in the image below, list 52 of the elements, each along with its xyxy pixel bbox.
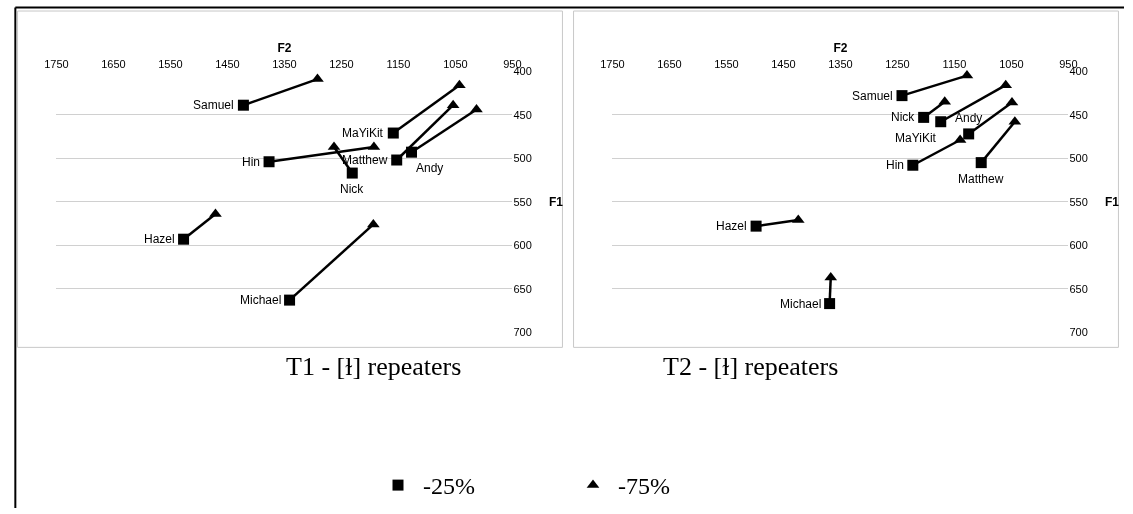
- x-tick-label: 1750: [44, 58, 69, 71]
- x-axis-title: F2: [833, 41, 848, 56]
- annotation: Andy: [955, 111, 983, 125]
- annotation: MaYiKit: [342, 126, 384, 140]
- y-tick-label: 700: [1069, 326, 1088, 339]
- y-tick-label: 550: [1069, 195, 1088, 208]
- annotation: Michael: [780, 297, 822, 311]
- annotation: Matthew: [342, 153, 388, 167]
- legend-label: -75%: [618, 473, 670, 500]
- annotation: Hazel: [144, 232, 175, 246]
- x-axis-title: F2: [277, 41, 292, 56]
- x-tick-label: 1650: [657, 58, 682, 71]
- x-tick-label: 1750: [600, 58, 625, 71]
- x-tick-label: 1150: [942, 58, 967, 71]
- y-tick-label: 450: [1069, 108, 1088, 121]
- y-tick-label: 650: [1069, 282, 1088, 295]
- y-tick-label: 500: [513, 152, 532, 165]
- x-tick-label: 1450: [215, 58, 240, 71]
- y-tick-label: 500: [1069, 152, 1088, 165]
- annotation: MaYiKit: [895, 131, 937, 145]
- y-tick-label: 550: [513, 195, 532, 208]
- y-tick-label: 600: [513, 239, 532, 252]
- annotation: Michael: [240, 293, 282, 307]
- annotation: Andy: [416, 161, 444, 175]
- y-tick-label: 700: [513, 326, 532, 339]
- x-tick-label: 1350: [828, 58, 853, 71]
- x-tick-label: 1550: [158, 58, 183, 71]
- x-tick-label: 1050: [443, 58, 468, 71]
- y-tick-label: 600: [1069, 239, 1088, 252]
- annotation: Hin: [242, 155, 261, 169]
- annotation: Nick: [340, 182, 365, 196]
- x-tick-label: 1450: [771, 58, 796, 71]
- legend-label: -25%: [423, 473, 475, 500]
- annotation: Matthew: [958, 172, 1004, 186]
- annotation: Samuel: [852, 89, 893, 103]
- y-axis-title: F1: [549, 195, 564, 209]
- annotation: Samuel: [193, 98, 234, 112]
- y-axis-title: F1: [1105, 195, 1120, 209]
- text: T1 - [ɫ] repeaters: [286, 352, 462, 381]
- annotation: Hin: [886, 158, 905, 172]
- annotation: Hazel: [716, 219, 747, 233]
- y-tick-label: 650: [513, 282, 532, 295]
- x-tick-label: 1250: [329, 58, 354, 71]
- annotation: Nick: [891, 110, 916, 124]
- x-tick-label: 1050: [999, 58, 1024, 71]
- x-tick-label: 1550: [714, 58, 739, 71]
- x-tick-label: 1650: [101, 58, 126, 71]
- text: T2 - [ɫ] repeaters: [663, 352, 839, 381]
- x-tick-label: 1350: [272, 58, 297, 71]
- y-tick-label: 450: [513, 108, 532, 121]
- x-tick-label: 1150: [386, 58, 411, 71]
- x-tick-label: 1250: [885, 58, 910, 71]
